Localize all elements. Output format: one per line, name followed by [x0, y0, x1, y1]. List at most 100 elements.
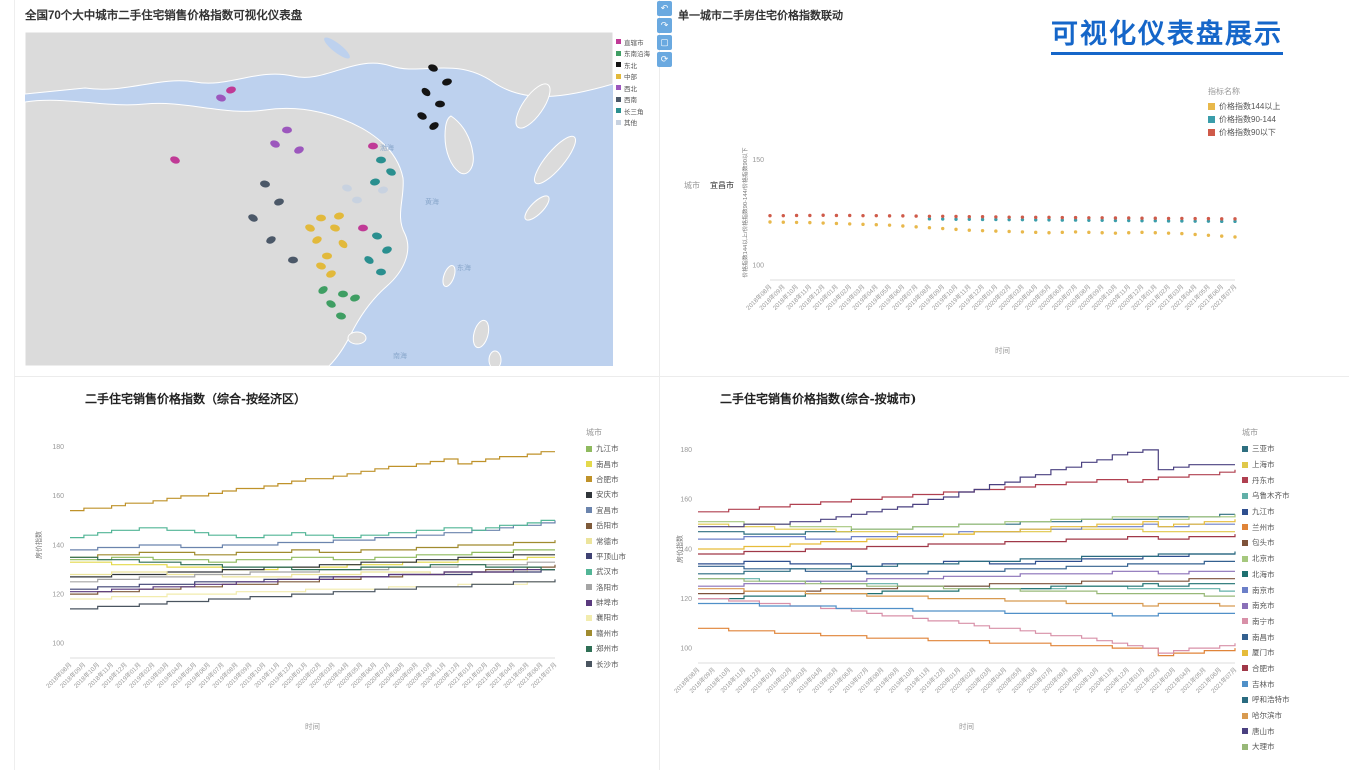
series-line-合肥市[interactable] — [698, 534, 1236, 555]
legend-item[interactable]: 东北 — [616, 59, 650, 71]
legend-item[interactable]: 西南 — [616, 94, 650, 106]
data-point[interactable] — [887, 214, 892, 218]
legend-item[interactable]: 哈尔滨市 — [1242, 708, 1290, 724]
map-region-marker-东北[interactable] — [427, 63, 439, 73]
data-point[interactable] — [1034, 230, 1038, 235]
map-region-marker-中部[interactable] — [322, 252, 332, 260]
legend-item[interactable]: 包头市 — [1242, 535, 1290, 551]
map-region-marker-长三角[interactable] — [376, 268, 386, 276]
map-region-marker-西北[interactable] — [215, 93, 226, 102]
legend-item[interactable]: 东南沿海 — [616, 48, 650, 60]
data-point[interactable] — [1180, 231, 1184, 236]
legend-item[interactable]: 长三角 — [616, 105, 650, 117]
map-region-marker-西北[interactable] — [269, 139, 281, 149]
data-point[interactable] — [781, 213, 785, 218]
undo-icon[interactable]: ↶ — [657, 1, 672, 16]
data-point[interactable] — [1220, 217, 1224, 221]
data-point[interactable] — [1193, 216, 1197, 221]
data-point[interactable] — [848, 213, 852, 218]
map-region-marker-东南沿海[interactable] — [335, 312, 346, 320]
data-point[interactable] — [1233, 235, 1237, 239]
data-point[interactable] — [1140, 219, 1144, 223]
legend-item[interactable]: 大理市 — [1242, 739, 1290, 755]
data-point[interactable] — [1007, 217, 1011, 222]
series-line-宜昌市[interactable] — [70, 520, 556, 551]
data-point[interactable] — [1060, 215, 1064, 220]
map-region-marker-中部[interactable] — [315, 261, 326, 270]
data-point[interactable] — [1087, 218, 1091, 223]
data-point[interactable] — [1233, 217, 1237, 221]
series-line-呼和浩特市[interactable] — [698, 551, 1236, 575]
map-region-marker-长三角[interactable] — [371, 232, 382, 240]
legend-item[interactable]: 直辖市 — [616, 36, 650, 48]
legend-item[interactable]: 上海市 — [1242, 457, 1290, 473]
data-point[interactable] — [794, 213, 799, 218]
series-line-武汉市[interactable] — [70, 519, 555, 539]
legend-item[interactable]: 长沙市 — [586, 656, 626, 671]
data-point[interactable] — [927, 214, 932, 218]
legend-item[interactable]: 价格指数90-144 — [1208, 113, 1280, 126]
data-point[interactable] — [1166, 219, 1171, 223]
map-region-marker-中部[interactable] — [333, 212, 344, 220]
map-region-marker-直辖市[interactable] — [225, 85, 236, 94]
data-point[interactable] — [781, 220, 785, 224]
data-point[interactable] — [1047, 231, 1051, 235]
data-point[interactable] — [1020, 215, 1025, 219]
data-point[interactable] — [1180, 216, 1184, 221]
scatter-series-价格指数144以上[interactable] — [768, 220, 1237, 239]
data-point[interactable] — [1100, 216, 1104, 220]
map-region-marker-东北[interactable] — [428, 121, 440, 132]
data-point[interactable] — [1100, 218, 1104, 223]
series-line-南昌市[interactable] — [70, 556, 555, 571]
map-region-marker-东北[interactable] — [441, 77, 452, 86]
legend-item[interactable]: 北京市 — [1242, 551, 1290, 567]
series-line-长沙市[interactable] — [70, 579, 556, 610]
data-point[interactable] — [980, 228, 985, 233]
data-point[interactable] — [874, 223, 878, 227]
data-point[interactable] — [1220, 219, 1224, 224]
data-point[interactable] — [994, 217, 998, 222]
data-point[interactable] — [848, 222, 852, 226]
legend-item[interactable]: 南昌市 — [586, 456, 626, 471]
data-point[interactable] — [914, 225, 918, 229]
series-line-九江市[interactable] — [70, 549, 555, 563]
data-point[interactable] — [1206, 233, 1211, 237]
legend-item[interactable]: 合肥市 — [586, 472, 626, 487]
series-line-唐山市[interactable] — [698, 449, 1235, 528]
legend-item[interactable]: 南京市 — [1242, 582, 1290, 598]
data-point[interactable] — [1007, 229, 1011, 234]
legend-item[interactable]: 常德市 — [586, 533, 626, 548]
data-point[interactable] — [994, 215, 998, 219]
scatter-series-价格指数90-144[interactable] — [927, 217, 1237, 224]
series-line-大理市[interactable] — [698, 578, 1235, 597]
data-point[interactable] — [1140, 216, 1144, 220]
legend-item[interactable]: 洛阳市 — [586, 580, 626, 595]
legend-item[interactable]: 安庆市 — [586, 487, 626, 502]
data-point[interactable] — [1020, 230, 1025, 234]
legend-item[interactable]: 岳阳市 — [586, 518, 626, 533]
data-point[interactable] — [1166, 216, 1171, 221]
data-point[interactable] — [821, 213, 825, 217]
map-region-marker-东北[interactable] — [435, 100, 445, 108]
series-line-蚌埠市[interactable] — [70, 569, 555, 593]
data-point[interactable] — [1060, 218, 1064, 222]
data-point[interactable] — [1007, 215, 1011, 219]
map-region-marker-东南沿海[interactable] — [325, 299, 337, 309]
series-line-兰州市[interactable] — [698, 627, 1236, 657]
map-region-marker-西南[interactable] — [273, 197, 284, 206]
data-point[interactable] — [808, 213, 812, 218]
map-region-marker-长三角[interactable] — [381, 245, 393, 255]
map-region-marker-西北[interactable] — [282, 126, 292, 134]
map-region-marker-西南[interactable] — [247, 213, 259, 223]
legend-item[interactable]: 乌鲁木齐市 — [1242, 488, 1290, 504]
map-region-marker-东南沿海[interactable] — [349, 293, 360, 302]
scatter-series-价格指数90以下[interactable] — [768, 213, 1237, 221]
data-point[interactable] — [887, 223, 892, 227]
legend-item[interactable]: 厦门市 — [1242, 645, 1290, 661]
legend-item[interactable]: 南宁市 — [1242, 614, 1290, 630]
legend-item[interactable]: 襄阳市 — [586, 610, 626, 625]
data-point[interactable] — [927, 225, 932, 230]
data-point[interactable] — [901, 224, 905, 228]
legend-item[interactable]: 九江市 — [1242, 504, 1290, 520]
